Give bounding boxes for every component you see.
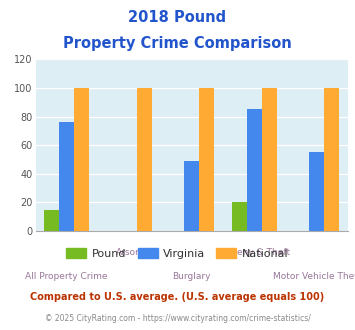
- Text: All Property Crime: All Property Crime: [26, 272, 108, 281]
- Text: Burglary: Burglary: [173, 272, 211, 281]
- Text: Larceny & Theft: Larceny & Theft: [218, 248, 290, 257]
- Bar: [309, 152, 324, 231]
- Text: Property Crime Comparison: Property Crime Comparison: [63, 36, 292, 51]
- Text: 2018 Pound: 2018 Pound: [129, 10, 226, 25]
- Bar: [324, 88, 339, 231]
- Bar: [247, 110, 262, 231]
- Bar: [199, 88, 214, 231]
- Bar: [184, 161, 199, 231]
- Legend: Pound, Virginia, National: Pound, Virginia, National: [62, 244, 293, 263]
- Bar: [59, 122, 74, 231]
- Text: Compared to U.S. average. (U.S. average equals 100): Compared to U.S. average. (U.S. average …: [31, 292, 324, 302]
- Text: Arson: Arson: [116, 248, 142, 257]
- Bar: [232, 202, 247, 231]
- Bar: [74, 88, 89, 231]
- Bar: [44, 210, 59, 231]
- Text: © 2025 CityRating.com - https://www.cityrating.com/crime-statistics/: © 2025 CityRating.com - https://www.city…: [45, 314, 310, 323]
- Bar: [137, 88, 152, 231]
- Bar: [262, 88, 277, 231]
- Text: Motor Vehicle Theft: Motor Vehicle Theft: [273, 272, 355, 281]
